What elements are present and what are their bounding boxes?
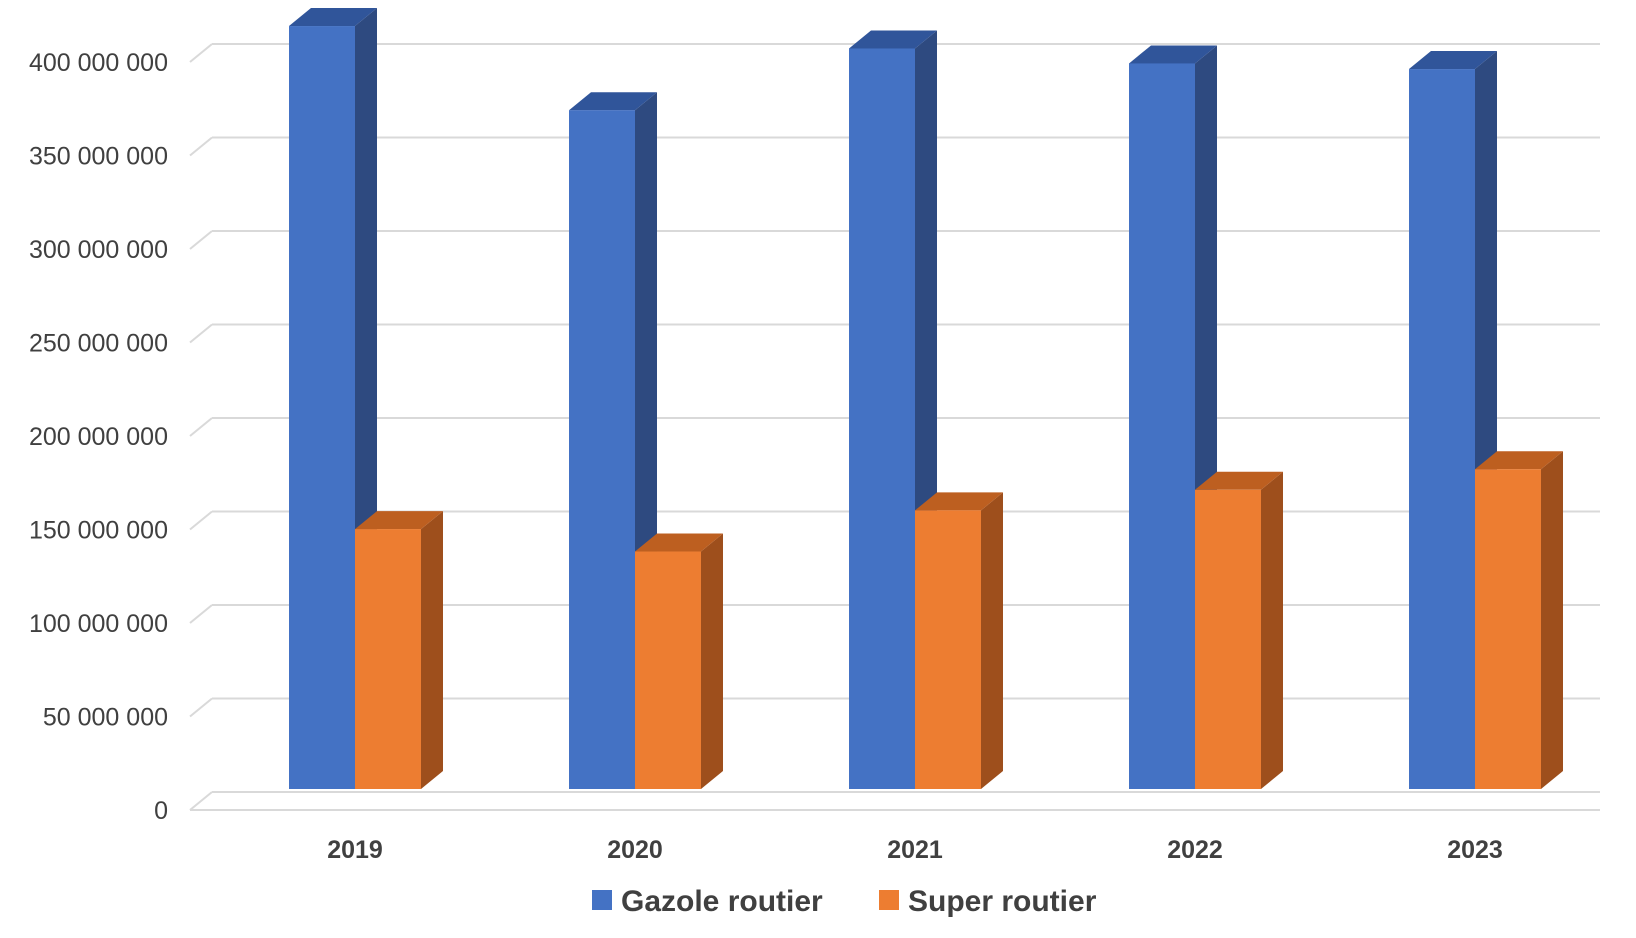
y-tick-label: 100 000 000 [29, 610, 168, 638]
legend: Gazole routier Super routier [592, 885, 1097, 918]
bar-side [1261, 471, 1283, 789]
y-tick-label: 400 000 000 [29, 49, 168, 77]
bar-front [1129, 63, 1195, 789]
gridline-side [189, 136, 213, 157]
bar-front [569, 110, 635, 789]
y-tick-label: 350 000 000 [29, 143, 168, 171]
legend-label: Super routier [908, 885, 1097, 918]
bar-front [289, 26, 355, 790]
gridline-side [189, 791, 213, 811]
bar-front [1475, 469, 1541, 789]
bar-side [421, 511, 443, 789]
bar-super-routier-2020 [635, 533, 723, 789]
bar-top [849, 30, 937, 49]
bar-side [1541, 451, 1563, 789]
bar-super-routier-2023 [1475, 451, 1563, 789]
gridline-side [189, 230, 213, 250]
legend-swatch [879, 890, 899, 910]
bars [289, 8, 1563, 790]
gridline-side [189, 604, 213, 624]
y-tick-label: 150 000 000 [29, 517, 168, 545]
bar-top [569, 92, 657, 111]
bar-super-routier-2021 [915, 492, 1003, 789]
bar-front [355, 529, 421, 789]
bar-top [355, 511, 443, 530]
bar-super-routier-2019 [355, 511, 443, 789]
bar-side [701, 533, 723, 789]
bar-front [849, 48, 915, 790]
bar-top [635, 533, 723, 552]
bar-top [1195, 471, 1283, 490]
legend-label: Gazole routier [621, 885, 823, 918]
bar-super-routier-2022 [1195, 471, 1283, 789]
y-axis-tick-labels: 0 50 000 000 100 000 000 150 000 000 200 000… [29, 49, 168, 825]
bar-top [915, 492, 1003, 511]
x-tick-label: 2022 [1167, 836, 1223, 864]
y-tick-label: 0 [154, 797, 168, 825]
gridline-side [189, 43, 213, 63]
bar-front [1195, 489, 1261, 789]
bar-side [981, 492, 1003, 789]
bar-front [915, 510, 981, 789]
x-tick-label: 2021 [887, 836, 943, 864]
bar-front [635, 551, 701, 789]
y-tick-label: 200 000 000 [29, 423, 168, 451]
x-axis-tick-labels: 2019 2020 2021 2022 2023 [327, 836, 1503, 864]
x-tick-label: 2023 [1447, 836, 1503, 864]
y-tick-label: 250 000 000 [29, 330, 168, 358]
gridline-side [189, 323, 213, 344]
x-tick-label: 2020 [607, 836, 663, 864]
bar-top [289, 8, 377, 27]
x-tick-label: 2019 [327, 836, 383, 864]
gridline-side [189, 697, 213, 718]
legend-swatch [592, 890, 612, 910]
gridline-side [189, 510, 213, 531]
bar-top [1129, 45, 1217, 64]
gridline-side [189, 417, 213, 437]
bar-gazole-routier-2020 [569, 92, 657, 789]
y-tick-label: 300 000 000 [29, 236, 168, 264]
bar-top [1409, 51, 1497, 70]
bar-top [1475, 451, 1563, 470]
y-tick-label: 50 000 000 [43, 704, 168, 732]
bar-front [1409, 69, 1475, 790]
